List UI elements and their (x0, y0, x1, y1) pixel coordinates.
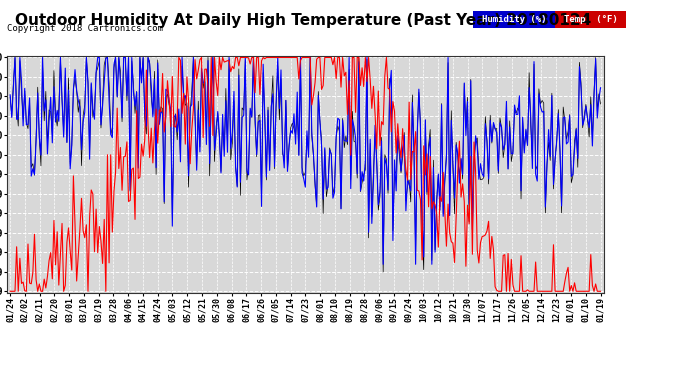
Text: Copyright 2018 Cartronics.com: Copyright 2018 Cartronics.com (7, 24, 163, 33)
Text: Humidity (%): Humidity (%) (482, 15, 546, 24)
Text: Temp  (°F): Temp (°F) (564, 15, 618, 24)
Text: Outdoor Humidity At Daily High Temperature (Past Year) 20180124: Outdoor Humidity At Daily High Temperatu… (15, 13, 592, 28)
